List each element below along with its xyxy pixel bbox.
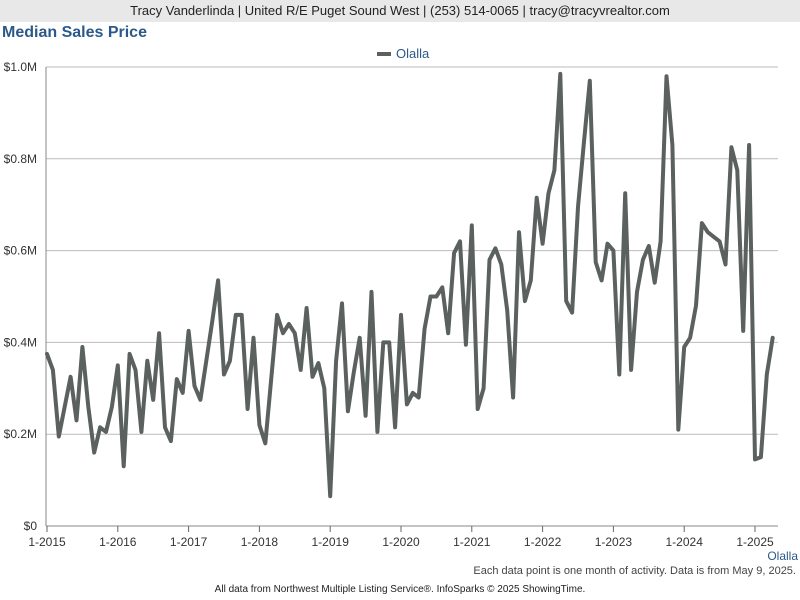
series-line-olalla[interactable] [45,71,775,499]
x-tick-label: 1-2015 [28,535,66,549]
chart-title: Median Sales Price [2,24,147,41]
x-tick-label: 1-2024 [666,535,704,549]
data-footnote: Each data point is one month of activity… [473,565,796,577]
y-axis: $0 $0.2M $0.4M $0.6M $0.8M $1.0M [4,60,47,533]
x-tick-label: 1-2018 [241,535,279,549]
legend[interactable]: Olalla [377,46,430,61]
header-contact-bar: Tracy Vanderlinda | United R/E Puget Sou… [0,0,800,22]
x-axis-corner-label: Olalla [767,549,798,563]
x-tick-label: 1-2016 [99,535,137,549]
data-credit: All data from Northwest Multiple Listing… [214,584,586,595]
legend-label[interactable]: Olalla [396,46,430,61]
header-contact: Tracy Vanderlinda | United R/E Puget Sou… [130,3,670,18]
series-layer [45,71,775,499]
y-tick-label: $0.2M [4,427,37,441]
y-tick-label: $0.8M [4,152,37,166]
x-axis: 1-2015 1-2016 1-2017 1-2018 1-2019 1-2020 1-20… [28,526,774,549]
y-tick-label: $0.4M [4,335,37,349]
x-tick-label: 1-2017 [170,535,208,549]
x-tick-label: 1-2022 [524,535,562,549]
y-tick-label: $1.0M [4,60,37,74]
x-tick-label: 1-2020 [382,535,420,549]
y-tick-label: $0 [24,519,38,533]
x-tick-label: 1-2021 [453,535,491,549]
x-tick-label: 1-2019 [312,535,350,549]
grid [46,66,778,527]
x-tick-label: 1-2025 [736,535,774,549]
x-tick-label: 1-2023 [595,535,633,549]
y-tick-label: $0.6M [4,244,37,258]
